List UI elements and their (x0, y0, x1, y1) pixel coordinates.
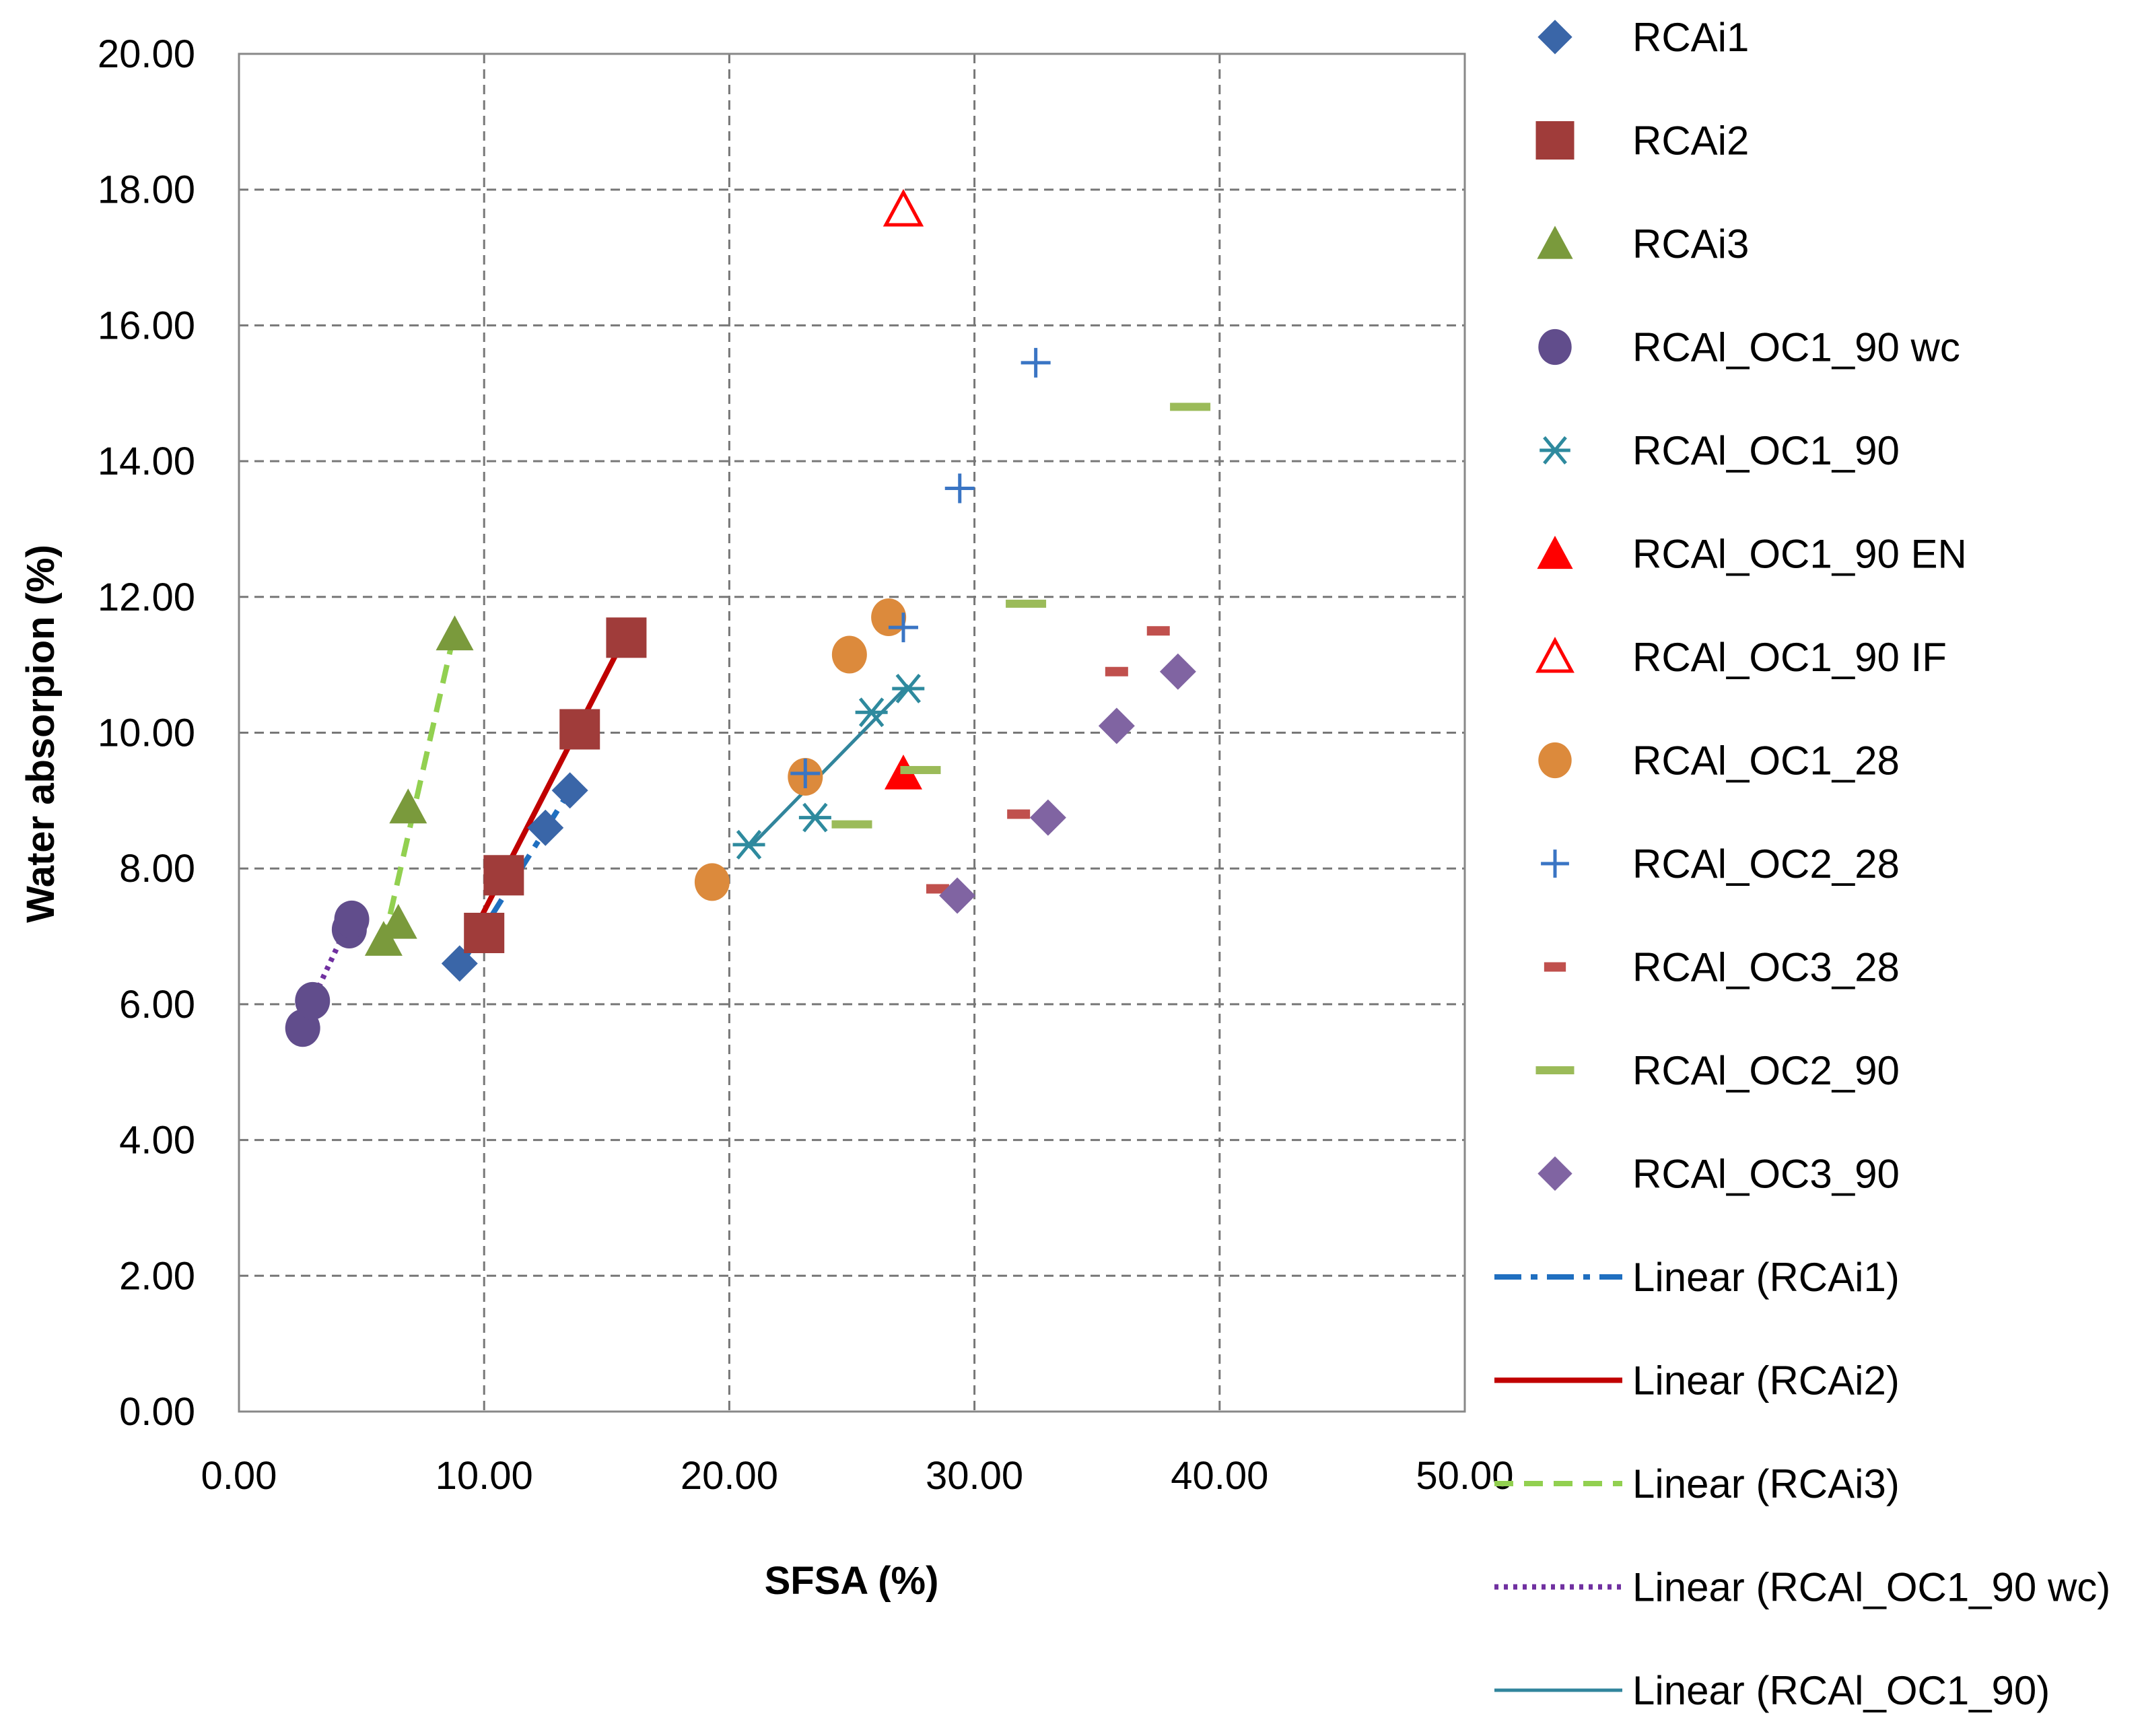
legend-marker (1538, 742, 1572, 779)
data-point (1146, 626, 1170, 636)
legend-marker (1535, 121, 1575, 160)
legend-marker (1537, 225, 1573, 259)
data-point (1159, 653, 1196, 690)
x-axis-title: SFSA (%) (765, 1559, 939, 1603)
legend-label: RCAi1 (1632, 15, 1749, 60)
legend-label: RCAl_OC2_28 (1632, 841, 1900, 887)
legend-label: RCAl_OC1_90 IF (1632, 635, 1947, 680)
data-point (855, 697, 888, 728)
data-point (606, 617, 647, 658)
legend-label: RCAl_OC1_90 (1632, 428, 1900, 473)
data-point (939, 877, 976, 914)
data-point (694, 863, 730, 901)
data-point (483, 855, 524, 896)
legend-label: RCAl_OC3_90 (1632, 1152, 1900, 1197)
x-tick-label: 50.00 (1416, 1454, 1513, 1498)
data-point (1170, 403, 1211, 411)
y-tick-label: 4.00 (119, 1119, 195, 1162)
data-point (831, 820, 872, 829)
plot-area-frame (238, 53, 1466, 1413)
data-point (527, 809, 564, 846)
data-point (900, 765, 941, 774)
legend-marker (1544, 962, 1566, 972)
data-point (295, 981, 331, 1020)
data-point (551, 772, 588, 809)
legend-label: RCAl_OC1_90 wc (1632, 325, 1960, 370)
data-point (389, 788, 427, 824)
x-tick-label: 30.00 (926, 1454, 1023, 1498)
y-tick-label: 14.00 (98, 440, 195, 483)
legend-label: RCAi2 (1632, 118, 1749, 164)
legend-label: RCAi3 (1632, 221, 1749, 267)
data-point (798, 802, 831, 833)
y-tick-label: 0.00 (119, 1390, 195, 1434)
data-point (464, 913, 505, 954)
trendline (380, 630, 458, 944)
tick-labels: 0.00 10.00 20.00 30.00 40.00 50.00 0.00 2.00 4.0… (98, 32, 1514, 1498)
legend-label: RCAl_OC1_28 (1632, 738, 1900, 784)
x-tick-label: 20.00 (681, 1454, 778, 1498)
data-point (1007, 809, 1031, 819)
data-points (285, 188, 1211, 1047)
data-point (1021, 347, 1051, 378)
y-tick-label: 16.00 (98, 304, 195, 347)
data-point (732, 829, 765, 860)
data-point (888, 613, 918, 643)
grid-lines (239, 53, 1465, 1412)
legend-marker (1535, 637, 1575, 673)
y-tick-label: 12.00 (98, 576, 195, 619)
legend-label: Linear (RCAl_OC1_90) (1632, 1668, 2050, 1713)
x-tick-label: 40.00 (1171, 1454, 1268, 1498)
y-tick-label: 8.00 (119, 847, 195, 891)
data-point (926, 884, 949, 894)
x-tick-label: 0.00 (201, 1454, 277, 1498)
y-tick-label: 10.00 (98, 711, 195, 755)
data-point (831, 635, 867, 674)
data-point (436, 615, 474, 651)
y-tick-label: 20.00 (98, 32, 195, 76)
legend-label: Linear (RCAi2) (1632, 1358, 1900, 1403)
legend-label: Linear (RCAi3) (1632, 1461, 1900, 1506)
legend-marker (1540, 436, 1570, 464)
y-axis-title: Water absorpion (%) (19, 545, 63, 923)
data-point (1105, 666, 1128, 676)
y-tick-label: 2.00 (119, 1254, 195, 1298)
legend-marker (1537, 20, 1572, 55)
legend-label: RCAl_OC1_90 EN (1632, 532, 1967, 577)
legend-marker (1537, 1156, 1572, 1191)
legend-marker (1541, 849, 1569, 878)
data-point (883, 188, 924, 227)
data-point (1098, 707, 1135, 744)
data-point (790, 759, 821, 789)
data-point (334, 900, 370, 938)
data-point (559, 709, 600, 750)
legend-marker (1535, 1066, 1575, 1074)
legend-label: RCAl_OC2_90 (1632, 1048, 1900, 1093)
legend: RCAi1 RCAi2 RCAi3 RCAl_OC1_90 wc RCAl_OC1_90… (1494, 15, 2110, 1713)
legend-label: RCAl_OC3_28 (1632, 945, 1900, 990)
data-point (871, 598, 907, 637)
legend-label: Linear (RCAl_OC1_90 wc) (1632, 1565, 2110, 1610)
y-tick-label: 6.00 (119, 983, 195, 1027)
data-point (1029, 799, 1066, 836)
legend-label: Linear (RCAi1) (1632, 1255, 1900, 1300)
legend-marker (1538, 328, 1572, 366)
legend-marker (1537, 535, 1573, 569)
y-tick-label: 18.00 (98, 168, 195, 212)
data-point (441, 945, 478, 982)
data-point (379, 903, 417, 939)
x-tick-label: 10.00 (436, 1454, 533, 1498)
data-point (944, 473, 975, 504)
data-point (1006, 599, 1047, 608)
data-point (892, 673, 925, 703)
